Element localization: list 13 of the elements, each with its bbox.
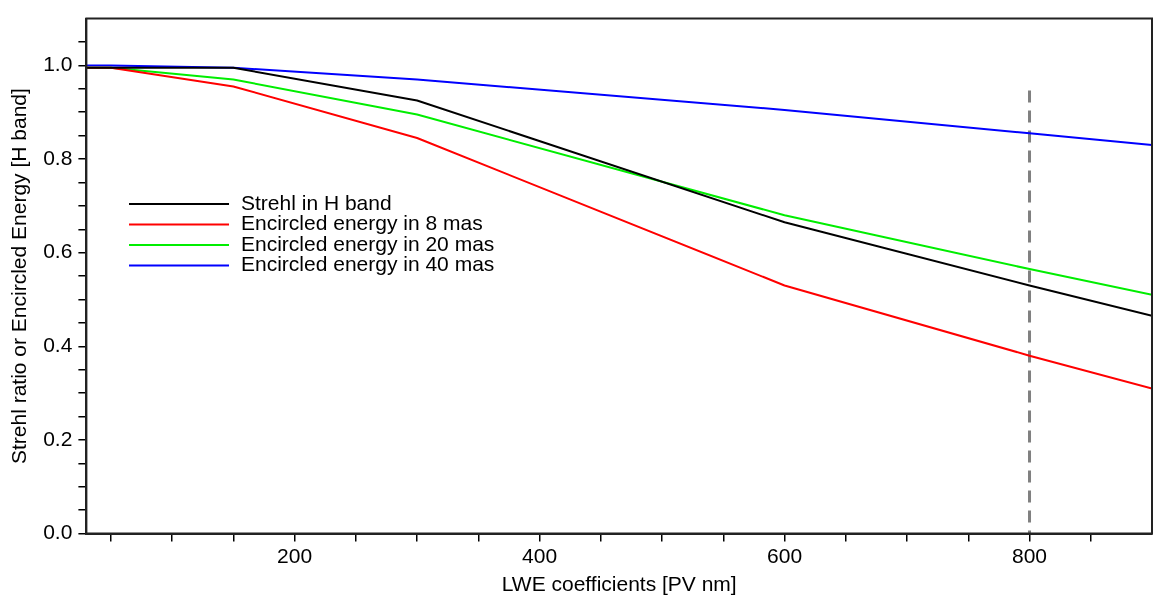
y-tick-label: 1.0	[43, 52, 73, 76]
y-tick-label: 0.6	[43, 239, 73, 263]
x-tick-label: 200	[277, 544, 313, 567]
legend-label: Strehl in H band	[241, 190, 392, 214]
y-tick-label: 0.0	[43, 520, 73, 544]
y-tick-label: 0.2	[43, 426, 73, 450]
y-axis-title: Strehl ratio or Encircled Energy [H band]	[7, 88, 31, 465]
x-tick-label: 800	[1011, 544, 1048, 567]
x-tick-label: 400	[522, 544, 558, 567]
x-axis-title: LWE coefficients [PV nm]	[501, 572, 737, 596]
y-tick-label: 0.8	[43, 145, 73, 169]
x-tick-label: 600	[767, 544, 803, 567]
y-tick-label: 0.4	[43, 333, 73, 357]
